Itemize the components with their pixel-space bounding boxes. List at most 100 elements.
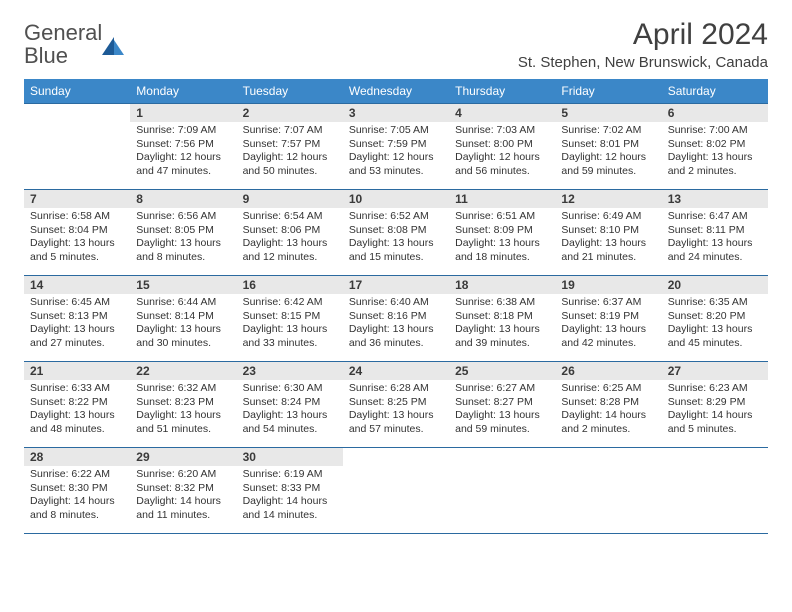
day-details: Sunrise: 7:00 AMSunset: 8:02 PMDaylight:… bbox=[662, 122, 768, 183]
sunset-text: Sunset: 8:23 PM bbox=[136, 396, 230, 410]
day-details: Sunrise: 6:35 AMSunset: 8:20 PMDaylight:… bbox=[662, 294, 768, 355]
calendar-cell: 10Sunrise: 6:52 AMSunset: 8:08 PMDayligh… bbox=[343, 190, 449, 276]
daylight-text-2: and 56 minutes. bbox=[455, 165, 549, 179]
calendar-week-row: 21Sunrise: 6:33 AMSunset: 8:22 PMDayligh… bbox=[24, 362, 768, 448]
day-details: Sunrise: 6:42 AMSunset: 8:15 PMDaylight:… bbox=[237, 294, 343, 355]
sunset-text: Sunset: 8:16 PM bbox=[349, 310, 443, 324]
calendar-cell: 3Sunrise: 7:05 AMSunset: 7:59 PMDaylight… bbox=[343, 104, 449, 190]
daylight-text-1: Daylight: 13 hours bbox=[668, 323, 762, 337]
sunrise-text: Sunrise: 6:47 AM bbox=[668, 210, 762, 224]
daylight-text-2: and 24 minutes. bbox=[668, 251, 762, 265]
daylight-text-2: and 59 minutes. bbox=[561, 165, 655, 179]
calendar-cell: 19Sunrise: 6:37 AMSunset: 8:19 PMDayligh… bbox=[555, 276, 661, 362]
calendar-cell bbox=[24, 104, 130, 190]
logo: General Blue bbox=[24, 18, 126, 68]
logo-text: General Blue bbox=[24, 22, 102, 68]
day-details: Sunrise: 6:37 AMSunset: 8:19 PMDaylight:… bbox=[555, 294, 661, 355]
daylight-text-1: Daylight: 13 hours bbox=[243, 409, 337, 423]
calendar-cell: 9Sunrise: 6:54 AMSunset: 8:06 PMDaylight… bbox=[237, 190, 343, 276]
day-details: Sunrise: 7:02 AMSunset: 8:01 PMDaylight:… bbox=[555, 122, 661, 183]
daylight-text-1: Daylight: 13 hours bbox=[668, 237, 762, 251]
day-details: Sunrise: 6:23 AMSunset: 8:29 PMDaylight:… bbox=[662, 380, 768, 441]
day-number: 20 bbox=[662, 276, 768, 294]
day-header-row: Sunday Monday Tuesday Wednesday Thursday… bbox=[24, 79, 768, 104]
daylight-text-1: Daylight: 12 hours bbox=[455, 151, 549, 165]
sunrise-text: Sunrise: 6:42 AM bbox=[243, 296, 337, 310]
sunset-text: Sunset: 8:32 PM bbox=[136, 482, 230, 496]
sunrise-text: Sunrise: 6:51 AM bbox=[455, 210, 549, 224]
day-number: 12 bbox=[555, 190, 661, 208]
sunrise-text: Sunrise: 6:20 AM bbox=[136, 468, 230, 482]
sunrise-text: Sunrise: 6:35 AM bbox=[668, 296, 762, 310]
sunrise-text: Sunrise: 6:32 AM bbox=[136, 382, 230, 396]
sunset-text: Sunset: 8:15 PM bbox=[243, 310, 337, 324]
day-number: 6 bbox=[662, 104, 768, 122]
daylight-text-2: and 2 minutes. bbox=[561, 423, 655, 437]
daylight-text-2: and 14 minutes. bbox=[243, 509, 337, 523]
day-number: 8 bbox=[130, 190, 236, 208]
sunset-text: Sunset: 8:00 PM bbox=[455, 138, 549, 152]
daylight-text-2: and 42 minutes. bbox=[561, 337, 655, 351]
day-number: 5 bbox=[555, 104, 661, 122]
day-header: Friday bbox=[555, 79, 661, 104]
daylight-text-1: Daylight: 14 hours bbox=[668, 409, 762, 423]
day-details: Sunrise: 7:03 AMSunset: 8:00 PMDaylight:… bbox=[449, 122, 555, 183]
calendar-week-row: 1Sunrise: 7:09 AMSunset: 7:56 PMDaylight… bbox=[24, 104, 768, 190]
day-number: 9 bbox=[237, 190, 343, 208]
day-number: 18 bbox=[449, 276, 555, 294]
day-details: Sunrise: 7:05 AMSunset: 7:59 PMDaylight:… bbox=[343, 122, 449, 183]
daylight-text-2: and 39 minutes. bbox=[455, 337, 549, 351]
sunset-text: Sunset: 8:20 PM bbox=[668, 310, 762, 324]
calendar-cell: 13Sunrise: 6:47 AMSunset: 8:11 PMDayligh… bbox=[662, 190, 768, 276]
sunrise-text: Sunrise: 6:27 AM bbox=[455, 382, 549, 396]
calendar-cell: 15Sunrise: 6:44 AMSunset: 8:14 PMDayligh… bbox=[130, 276, 236, 362]
daylight-text-1: Daylight: 13 hours bbox=[243, 237, 337, 251]
daylight-text-1: Daylight: 13 hours bbox=[561, 323, 655, 337]
day-details: Sunrise: 6:52 AMSunset: 8:08 PMDaylight:… bbox=[343, 208, 449, 269]
daylight-text-1: Daylight: 12 hours bbox=[561, 151, 655, 165]
day-number: 22 bbox=[130, 362, 236, 380]
daylight-text-1: Daylight: 14 hours bbox=[561, 409, 655, 423]
day-header: Thursday bbox=[449, 79, 555, 104]
calendar-week-row: 14Sunrise: 6:45 AMSunset: 8:13 PMDayligh… bbox=[24, 276, 768, 362]
sunrise-text: Sunrise: 6:38 AM bbox=[455, 296, 549, 310]
day-header: Saturday bbox=[662, 79, 768, 104]
calendar-cell: 1Sunrise: 7:09 AMSunset: 7:56 PMDaylight… bbox=[130, 104, 236, 190]
day-number: 23 bbox=[237, 362, 343, 380]
sunrise-text: Sunrise: 7:03 AM bbox=[455, 124, 549, 138]
day-number: 14 bbox=[24, 276, 130, 294]
day-number: 25 bbox=[449, 362, 555, 380]
daylight-text-1: Daylight: 14 hours bbox=[243, 495, 337, 509]
daylight-text-1: Daylight: 14 hours bbox=[30, 495, 124, 509]
sunrise-text: Sunrise: 6:25 AM bbox=[561, 382, 655, 396]
day-details: Sunrise: 6:27 AMSunset: 8:27 PMDaylight:… bbox=[449, 380, 555, 441]
calendar-cell: 6Sunrise: 7:00 AMSunset: 8:02 PMDaylight… bbox=[662, 104, 768, 190]
calendar-cell: 2Sunrise: 7:07 AMSunset: 7:57 PMDaylight… bbox=[237, 104, 343, 190]
sunset-text: Sunset: 8:04 PM bbox=[30, 224, 124, 238]
calendar-cell: 21Sunrise: 6:33 AMSunset: 8:22 PMDayligh… bbox=[24, 362, 130, 448]
day-number: 27 bbox=[662, 362, 768, 380]
daylight-text-1: Daylight: 14 hours bbox=[136, 495, 230, 509]
sunrise-text: Sunrise: 6:58 AM bbox=[30, 210, 124, 224]
calendar-cell: 25Sunrise: 6:27 AMSunset: 8:27 PMDayligh… bbox=[449, 362, 555, 448]
daylight-text-1: Daylight: 13 hours bbox=[561, 237, 655, 251]
sunset-text: Sunset: 8:06 PM bbox=[243, 224, 337, 238]
sunset-text: Sunset: 8:14 PM bbox=[136, 310, 230, 324]
calendar-week-row: 7 Sunrise: 6:58 AMSunset: 8:04 PM Daylight… bbox=[24, 190, 768, 276]
day-number: 26 bbox=[555, 362, 661, 380]
sunset-text: Sunset: 8:01 PM bbox=[561, 138, 655, 152]
daylight-text-2: and 18 minutes. bbox=[455, 251, 549, 265]
sunset-text: Sunset: 8:24 PM bbox=[243, 396, 337, 410]
daylight-text-2: and 53 minutes. bbox=[349, 165, 443, 179]
calendar-cell bbox=[343, 448, 449, 534]
calendar-cell: 28Sunrise: 6:22 AMSunset: 8:30 PMDayligh… bbox=[24, 448, 130, 534]
sunset-text: Sunset: 8:02 PM bbox=[668, 138, 762, 152]
day-header: Wednesday bbox=[343, 79, 449, 104]
daylight-text-2: and 12 minutes. bbox=[243, 251, 337, 265]
day-number: 7 bbox=[24, 190, 130, 208]
daylight-text-1: Daylight: 12 hours bbox=[136, 151, 230, 165]
day-number: 13 bbox=[662, 190, 768, 208]
sunset-text: Sunset: 8:10 PM bbox=[561, 224, 655, 238]
daylight-text-2: and 8 minutes. bbox=[136, 251, 230, 265]
daylight-text-1: Daylight: 13 hours bbox=[349, 237, 443, 251]
